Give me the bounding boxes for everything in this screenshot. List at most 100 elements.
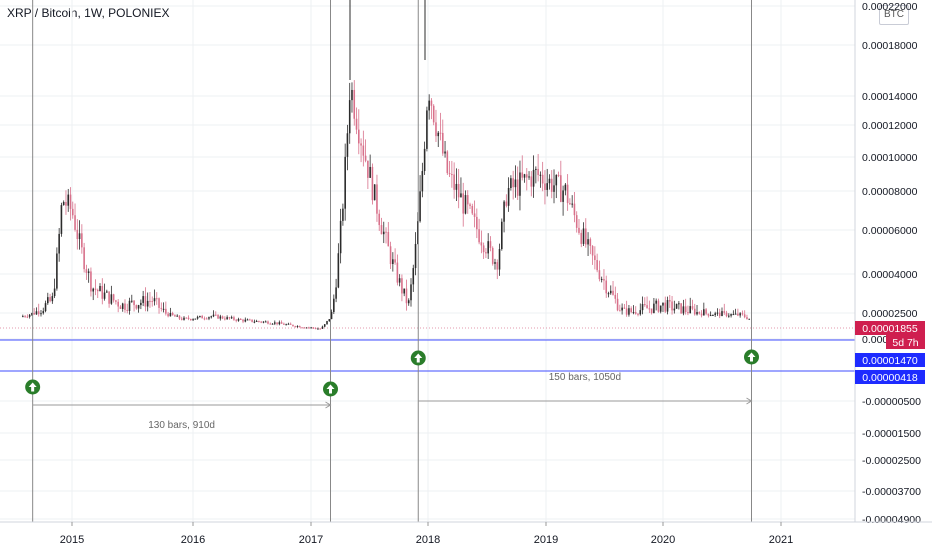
candle-body <box>634 312 637 314</box>
candle-body <box>600 278 603 280</box>
candle-body <box>85 269 88 273</box>
price-axis[interactable]: 0.00022000 0.00018000 0.00014000 0.00012000… <box>854 0 925 526</box>
candle-body <box>700 313 703 316</box>
candle-body <box>503 201 505 222</box>
currency-badge[interactable]: BTC <box>879 5 909 25</box>
candle-body <box>137 305 140 309</box>
candle-body <box>333 298 335 312</box>
candle-body <box>548 178 551 184</box>
candle-body <box>62 201 65 206</box>
candle-body <box>460 193 462 198</box>
candle-body <box>441 132 444 154</box>
candle-body <box>414 243 417 269</box>
time-axis[interactable]: 2015 2016 2017 2018 2019 2020 2021 <box>0 521 932 546</box>
candle-body <box>557 174 560 176</box>
candle-body <box>478 229 480 243</box>
candle-body <box>684 306 687 313</box>
candle-body <box>298 326 301 328</box>
candle-body <box>219 316 222 319</box>
candle-body <box>569 203 571 205</box>
candle-body <box>294 326 297 328</box>
candle-body <box>78 233 81 240</box>
candle-body <box>44 303 47 312</box>
candle-body <box>373 184 376 201</box>
candle-body <box>260 321 262 323</box>
price-tick-label: 0.00006000 <box>862 225 918 237</box>
candle-body <box>644 304 646 306</box>
candle-body <box>505 201 508 206</box>
candle-body <box>598 270 601 280</box>
candle-body <box>176 315 178 317</box>
candle-body <box>609 290 612 294</box>
candle-body <box>678 303 680 305</box>
candle-body <box>446 151 449 174</box>
candle-body <box>353 89 356 119</box>
candle-body <box>190 318 192 320</box>
candle-body <box>106 291 108 293</box>
candle-body <box>396 262 399 283</box>
candle-body <box>101 285 104 299</box>
price-tick-label: 0.00014000 <box>862 91 918 103</box>
time-tick-label: 2020 <box>651 534 675 546</box>
candle-body <box>201 315 203 319</box>
candle-body <box>235 319 238 321</box>
up-arrow-icon[interactable] <box>410 350 426 366</box>
candle-body <box>453 174 455 190</box>
candle-body <box>437 132 440 137</box>
candle-body <box>471 206 474 214</box>
candle-body <box>687 312 689 314</box>
candle-body <box>149 300 151 302</box>
candle-body <box>135 305 138 309</box>
candle-body <box>178 315 181 319</box>
candle-body <box>691 306 694 309</box>
price-tick-label: -0.00004900 <box>862 514 921 526</box>
candle-body <box>130 300 133 302</box>
candle-body <box>378 213 381 226</box>
candle-body <box>99 285 101 292</box>
candle-body <box>628 308 630 315</box>
candle-body <box>226 317 228 320</box>
candle-body <box>337 253 340 288</box>
candle-body <box>33 313 35 315</box>
candle-body <box>709 315 712 317</box>
candle-body <box>242 319 244 322</box>
candle-body <box>249 319 251 321</box>
price-tick-label: -0.00003700 <box>862 486 921 498</box>
candle-body <box>530 176 533 187</box>
candle-body <box>167 313 169 317</box>
up-arrow-icon[interactable] <box>25 379 41 395</box>
candle-body <box>199 315 201 317</box>
candle-body <box>271 323 274 325</box>
candle-body <box>142 296 144 303</box>
candle-body <box>60 205 63 234</box>
candle-body <box>210 316 213 318</box>
price-tick-label: -0.00002500 <box>862 455 921 467</box>
candle-body <box>42 311 45 314</box>
candle-body <box>76 229 79 240</box>
candle-body <box>732 314 735 316</box>
candle-body <box>426 110 428 149</box>
candle-body <box>328 319 331 322</box>
candle-body <box>58 233 60 254</box>
candle-body <box>237 318 240 321</box>
candle-body <box>67 194 70 206</box>
up-arrow-icon[interactable] <box>744 349 759 365</box>
candle-body <box>528 176 530 178</box>
candle-body <box>246 319 249 321</box>
candle-body <box>121 303 124 309</box>
candle-body <box>133 300 135 306</box>
candle-body <box>351 89 353 101</box>
up-arrow-icon[interactable] <box>323 381 338 397</box>
candle-body <box>510 178 512 188</box>
candle-body <box>657 300 660 312</box>
candle-body <box>367 160 369 178</box>
candle-body <box>303 327 306 329</box>
candle-body <box>723 311 726 313</box>
candle-body <box>126 309 129 311</box>
candle-body <box>319 328 322 330</box>
price-tick-label: 0.00010000 <box>862 152 918 164</box>
candle-body <box>605 280 608 294</box>
candle-body <box>153 298 156 302</box>
candle-body <box>212 314 215 317</box>
